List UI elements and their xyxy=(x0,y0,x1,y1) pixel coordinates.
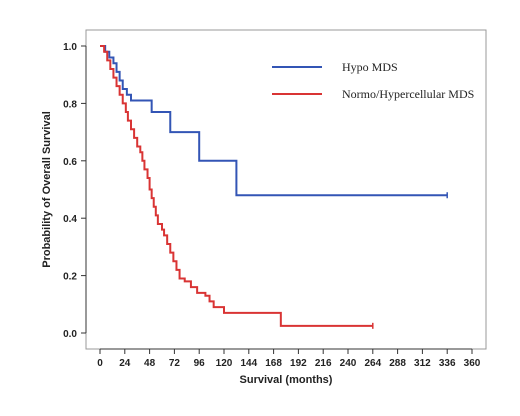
x-tick-label: 360 xyxy=(464,358,481,369)
x-tick-label: 240 xyxy=(340,358,357,369)
y-tick-label: 0.6 xyxy=(63,157,77,168)
series-layer xyxy=(100,45,448,329)
y-tick-label: 0.8 xyxy=(63,99,77,110)
legend-label: Hypo MDS xyxy=(342,60,398,74)
plot-frame xyxy=(85,29,487,350)
x-tick-label: 336 xyxy=(439,358,456,369)
x-tick-label: 24 xyxy=(119,358,131,369)
x-tick-label: 72 xyxy=(169,358,181,369)
legend: Hypo MDS Normo/Hypercellular MDS xyxy=(272,60,474,101)
x-tick-label: 264 xyxy=(364,358,381,369)
x-ticks: 0 24 48 72 96 120 144 168 192 216 240 264 288 312 336 3… xyxy=(97,349,481,369)
x-tick-label: 168 xyxy=(265,358,282,369)
series-line-normo-hypercellular-mds xyxy=(100,45,373,327)
x-tick-label: 120 xyxy=(216,358,233,369)
series-line-hypo-mds xyxy=(100,45,448,197)
y-ticks: 0.0 0.2 0.4 0.6 0.8 1.0 xyxy=(63,42,86,340)
y-axis-title: Probability of Overall Survival xyxy=(41,111,53,268)
x-tick-label: 216 xyxy=(315,358,332,369)
y-tick-label: 0.4 xyxy=(63,214,77,225)
legend-label: Normo/Hypercellular MDS xyxy=(342,87,474,101)
x-tick-label: 48 xyxy=(144,358,156,369)
x-tick-label: 192 xyxy=(290,358,307,369)
x-axis-title: Survival (months) xyxy=(240,374,333,386)
x-tick-label: 312 xyxy=(414,358,431,369)
y-tick-label: 0.2 xyxy=(63,272,77,283)
x-tick-label: 144 xyxy=(240,358,257,369)
x-tick-label: 96 xyxy=(194,358,206,369)
x-tick-label: 0 xyxy=(97,358,103,369)
y-tick-label: 0.0 xyxy=(63,329,77,340)
axes xyxy=(85,46,472,350)
y-tick-label: 1.0 xyxy=(63,42,77,53)
x-tick-label: 288 xyxy=(389,358,406,369)
